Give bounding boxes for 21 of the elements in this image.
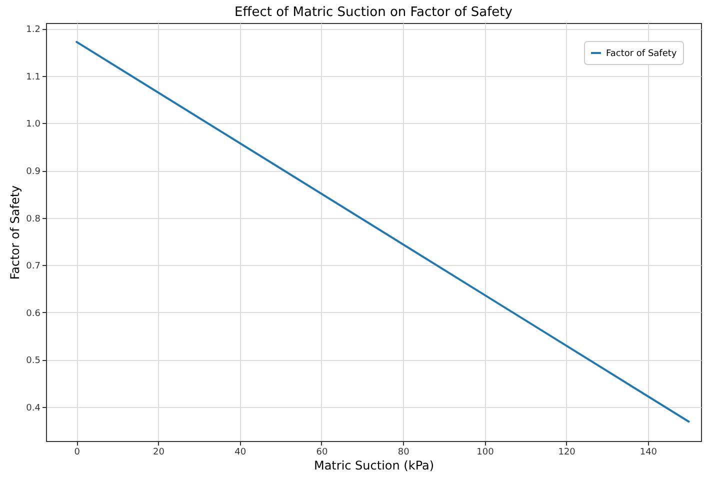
x-tick-label: 60 xyxy=(316,448,328,458)
y-tick-label: 0.7 xyxy=(26,262,40,272)
chart-title: Effect of Matric Suction on Factor of Safety xyxy=(234,5,513,20)
y-tick-label: 0.5 xyxy=(26,356,40,366)
x-tick-label: 40 xyxy=(234,448,246,458)
y-tick-label: 0.9 xyxy=(26,167,41,178)
x-tick-label: 100 xyxy=(476,448,494,458)
y-tick-label: 1.1 xyxy=(26,72,40,82)
y-tick-label: 0.6 xyxy=(26,308,41,319)
y-tick-label: 1.2 xyxy=(26,25,40,36)
y-tick-label: 0.4 xyxy=(26,403,41,414)
y-axis-title: Factor of Safety xyxy=(8,185,22,280)
x-tick-label: 20 xyxy=(153,448,165,458)
x-axis-title: Matric Suction (kPa) xyxy=(314,458,434,472)
x-tick-label: 140 xyxy=(640,448,658,458)
x-tick-label: 120 xyxy=(558,448,576,458)
legend-label: Factor of Safety xyxy=(606,49,678,59)
y-tick-label: 0.8 xyxy=(26,214,41,224)
x-tick-label: 80 xyxy=(398,448,410,458)
y-tick-label: 1.0 xyxy=(26,120,41,130)
x-tick-label: 0 xyxy=(74,448,80,458)
